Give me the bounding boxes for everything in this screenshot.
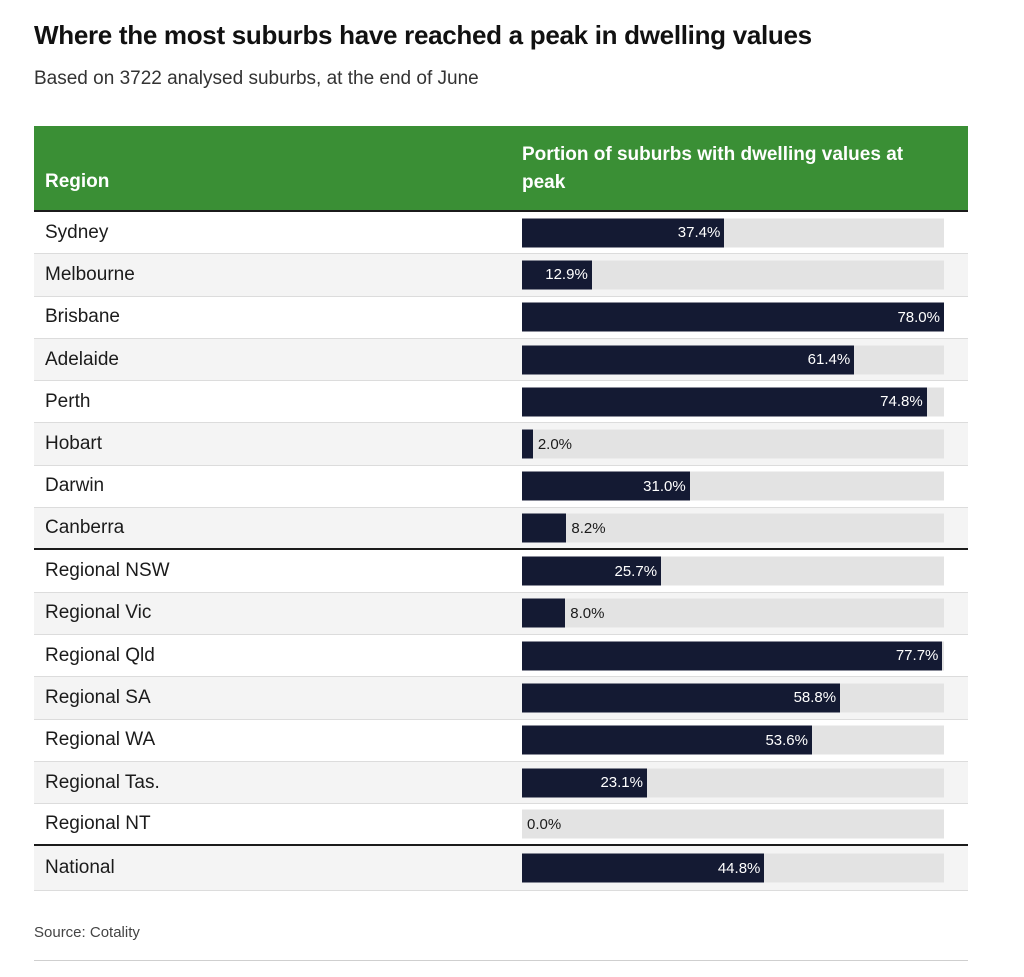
region-label: Sydney xyxy=(45,221,109,243)
bar-track: 8.2% xyxy=(522,513,944,543)
table-header: Region Portion of suburbs with dwelling … xyxy=(34,126,968,212)
region-label: Adelaide xyxy=(45,348,119,370)
region-label: Canberra xyxy=(45,517,125,539)
table-row: Melbourne 12.9% xyxy=(34,254,968,297)
region-label: Melbourne xyxy=(45,263,135,285)
bar-track: 8.0% xyxy=(522,598,944,628)
table-row: Brisbane 78.0% xyxy=(34,296,968,339)
bar-track: 61.4% xyxy=(522,345,944,375)
bar-track: 78.0% xyxy=(522,302,944,332)
region-label: Regional NSW xyxy=(45,560,170,582)
value-label: 44.8% xyxy=(717,859,761,877)
region-label: Regional Tas. xyxy=(45,771,160,793)
table-row: Regional NT 0.0% xyxy=(34,804,968,847)
table-row: Regional NSW 25.7% xyxy=(34,550,968,593)
value-bar xyxy=(522,853,765,883)
table-row: National 44.8% xyxy=(34,846,968,892)
bar-track: 58.8% xyxy=(522,683,944,713)
region-label: Regional WA xyxy=(45,729,156,751)
region-label: Darwin xyxy=(45,475,105,497)
value-bar xyxy=(522,725,812,755)
value-bar xyxy=(522,598,566,628)
value-bar xyxy=(522,260,592,290)
region-label: Brisbane xyxy=(45,306,120,328)
region-label: Regional SA xyxy=(45,686,151,708)
column-header-value: Portion of suburbs with dwelling values … xyxy=(522,144,904,193)
table-row: Regional Tas. 23.1% xyxy=(34,761,968,805)
table-row: Canberra 8.2% xyxy=(34,508,968,551)
value-label: 77.7% xyxy=(895,647,939,665)
region-label: Regional NT xyxy=(45,813,151,835)
value-label: 0.0% xyxy=(527,815,562,833)
chart-subtitle: Based on 3722 analysed suburbs, at the e… xyxy=(34,68,479,89)
region-label: Hobart xyxy=(45,433,103,455)
value-bar xyxy=(522,556,662,586)
region-label: Regional Qld xyxy=(45,644,155,666)
value-label: 58.8% xyxy=(793,689,837,707)
value-label: 53.6% xyxy=(765,731,808,749)
table-row: Adelaide 61.4% xyxy=(34,338,968,382)
bar-track: 0.0% xyxy=(522,809,944,839)
table-row: Perth 74.8% xyxy=(34,381,968,424)
bar-track: 37.4% xyxy=(522,218,944,248)
value-label: 8.2% xyxy=(571,519,606,537)
value-label: 61.4% xyxy=(807,351,851,369)
table-body: Sydney 37.4% Melbourne 12.9% Brisbane 78.0% Ad… xyxy=(34,212,968,892)
value-bar xyxy=(522,345,855,375)
column-header-region: Region xyxy=(45,171,110,192)
value-label: 8.0% xyxy=(570,604,605,622)
value-label: 78.0% xyxy=(897,308,940,326)
value-label: 23.1% xyxy=(600,774,643,791)
table-row: Hobart 2.0% xyxy=(34,423,968,466)
value-bar xyxy=(522,429,533,459)
bar-track: 77.7% xyxy=(522,641,944,671)
value-bar xyxy=(522,513,567,543)
value-bar xyxy=(522,471,690,501)
source-note: Source: Cotality xyxy=(34,924,140,941)
value-label: 31.0% xyxy=(643,477,686,495)
bar-track: 44.8% xyxy=(522,853,944,883)
bar-track: 12.9% xyxy=(522,260,944,290)
value-label: 37.4% xyxy=(677,224,721,242)
table-row: Regional SA 58.8% xyxy=(34,677,968,720)
region-label: Perth xyxy=(45,390,91,412)
value-bar xyxy=(522,302,944,332)
value-bar xyxy=(522,683,841,713)
table-row: Darwin 31.0% xyxy=(34,465,968,509)
value-bar xyxy=(522,218,725,248)
bar-track: 2.0% xyxy=(522,429,944,459)
data-table: Region Portion of suburbs with dwelling … xyxy=(34,126,968,892)
value-label: 74.8% xyxy=(880,393,923,411)
bar-track: 23.1% xyxy=(522,768,944,797)
footer-divider xyxy=(34,960,968,961)
bar-track: 25.7% xyxy=(522,556,944,586)
bar-track: 74.8% xyxy=(522,387,944,417)
region-label: Regional Vic xyxy=(45,602,152,624)
value-label: 2.0% xyxy=(537,435,573,453)
table-row: Regional WA 53.6% xyxy=(34,719,968,762)
table-row: Regional Qld 77.7% xyxy=(34,634,968,678)
chart-title: Where the most suburbs have reached a pe… xyxy=(34,20,812,50)
region-label: National xyxy=(45,857,115,879)
value-bar xyxy=(522,768,647,797)
table-row: Regional Vic 8.0% xyxy=(34,592,968,635)
bar-track: 53.6% xyxy=(522,725,944,755)
value-bar xyxy=(522,387,927,417)
value-bar xyxy=(522,641,943,671)
bar-track: 31.0% xyxy=(522,471,944,501)
value-label: 12.9% xyxy=(545,266,588,284)
table-row: Sydney 37.4% xyxy=(34,212,968,255)
value-label: 25.7% xyxy=(614,562,658,580)
